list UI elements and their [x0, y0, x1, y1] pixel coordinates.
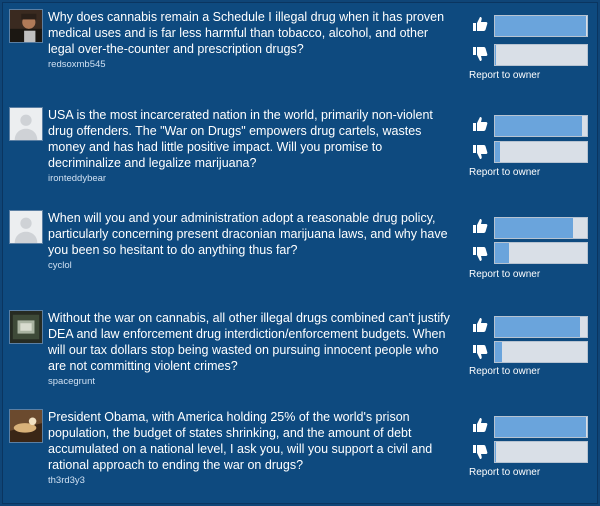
thumbs-up-icon[interactable] — [471, 217, 489, 235]
upvote-bar — [494, 217, 588, 239]
report-to-owner-link[interactable]: Report to owner — [469, 467, 541, 478]
author-link[interactable]: cyclol — [48, 260, 72, 271]
downvote-bar — [494, 141, 588, 163]
avatar[interactable] — [9, 409, 43, 443]
downvote-bar — [494, 242, 588, 264]
report-to-owner-link[interactable]: Report to owner — [469, 167, 541, 178]
avatar[interactable] — [9, 107, 43, 141]
author-link[interactable]: th3rd3y3 — [48, 475, 85, 486]
thumbs-down-icon[interactable] — [471, 143, 489, 161]
report-to-owner-link[interactable]: Report to owner — [469, 269, 541, 280]
avatar[interactable] — [9, 210, 43, 244]
upvote-bar — [494, 416, 588, 438]
avatar[interactable] — [9, 310, 43, 344]
thumbs-up-icon[interactable] — [471, 416, 489, 434]
thumbs-up-icon[interactable] — [471, 115, 489, 133]
question-text: President Obama, with America holding 25… — [48, 410, 433, 472]
question-item: Without the war on cannabis, all other i… — [3, 304, 599, 402]
thumbs-up-icon[interactable] — [471, 15, 489, 33]
question-text: Without the war on cannabis, all other i… — [48, 311, 450, 373]
question-text: When will you and your administration ad… — [48, 211, 448, 257]
downvote-bar — [494, 44, 588, 66]
question-item: Why does cannabis remain a Schedule I il… — [3, 3, 599, 101]
author-link[interactable]: ironteddybear — [48, 173, 107, 184]
report-to-owner-link[interactable]: Report to owner — [469, 366, 541, 377]
thumbs-down-icon[interactable] — [471, 45, 489, 63]
avatar[interactable] — [9, 9, 43, 43]
question-item: When will you and your administration ad… — [3, 204, 599, 302]
author-link[interactable]: redsoxmb545 — [48, 59, 106, 70]
question-text: USA is the most incarcerated nation in t… — [48, 108, 433, 170]
upvote-bar — [494, 316, 588, 338]
question-text: Why does cannabis remain a Schedule I il… — [48, 10, 445, 56]
thumbs-down-icon[interactable] — [471, 443, 489, 461]
upvote-bar — [494, 15, 588, 37]
thumbs-down-icon[interactable] — [471, 343, 489, 361]
upvote-bar — [494, 115, 588, 137]
question-item: President Obama, with America holding 25… — [3, 403, 599, 501]
downvote-bar — [494, 341, 588, 363]
thumbs-up-icon[interactable] — [471, 316, 489, 334]
downvote-bar — [494, 441, 588, 463]
author-link[interactable]: spacegrunt — [48, 376, 96, 387]
thumbs-down-icon[interactable] — [471, 245, 489, 263]
report-to-owner-link[interactable]: Report to owner — [469, 70, 541, 81]
question-item: USA is the most incarcerated nation in t… — [3, 101, 599, 199]
